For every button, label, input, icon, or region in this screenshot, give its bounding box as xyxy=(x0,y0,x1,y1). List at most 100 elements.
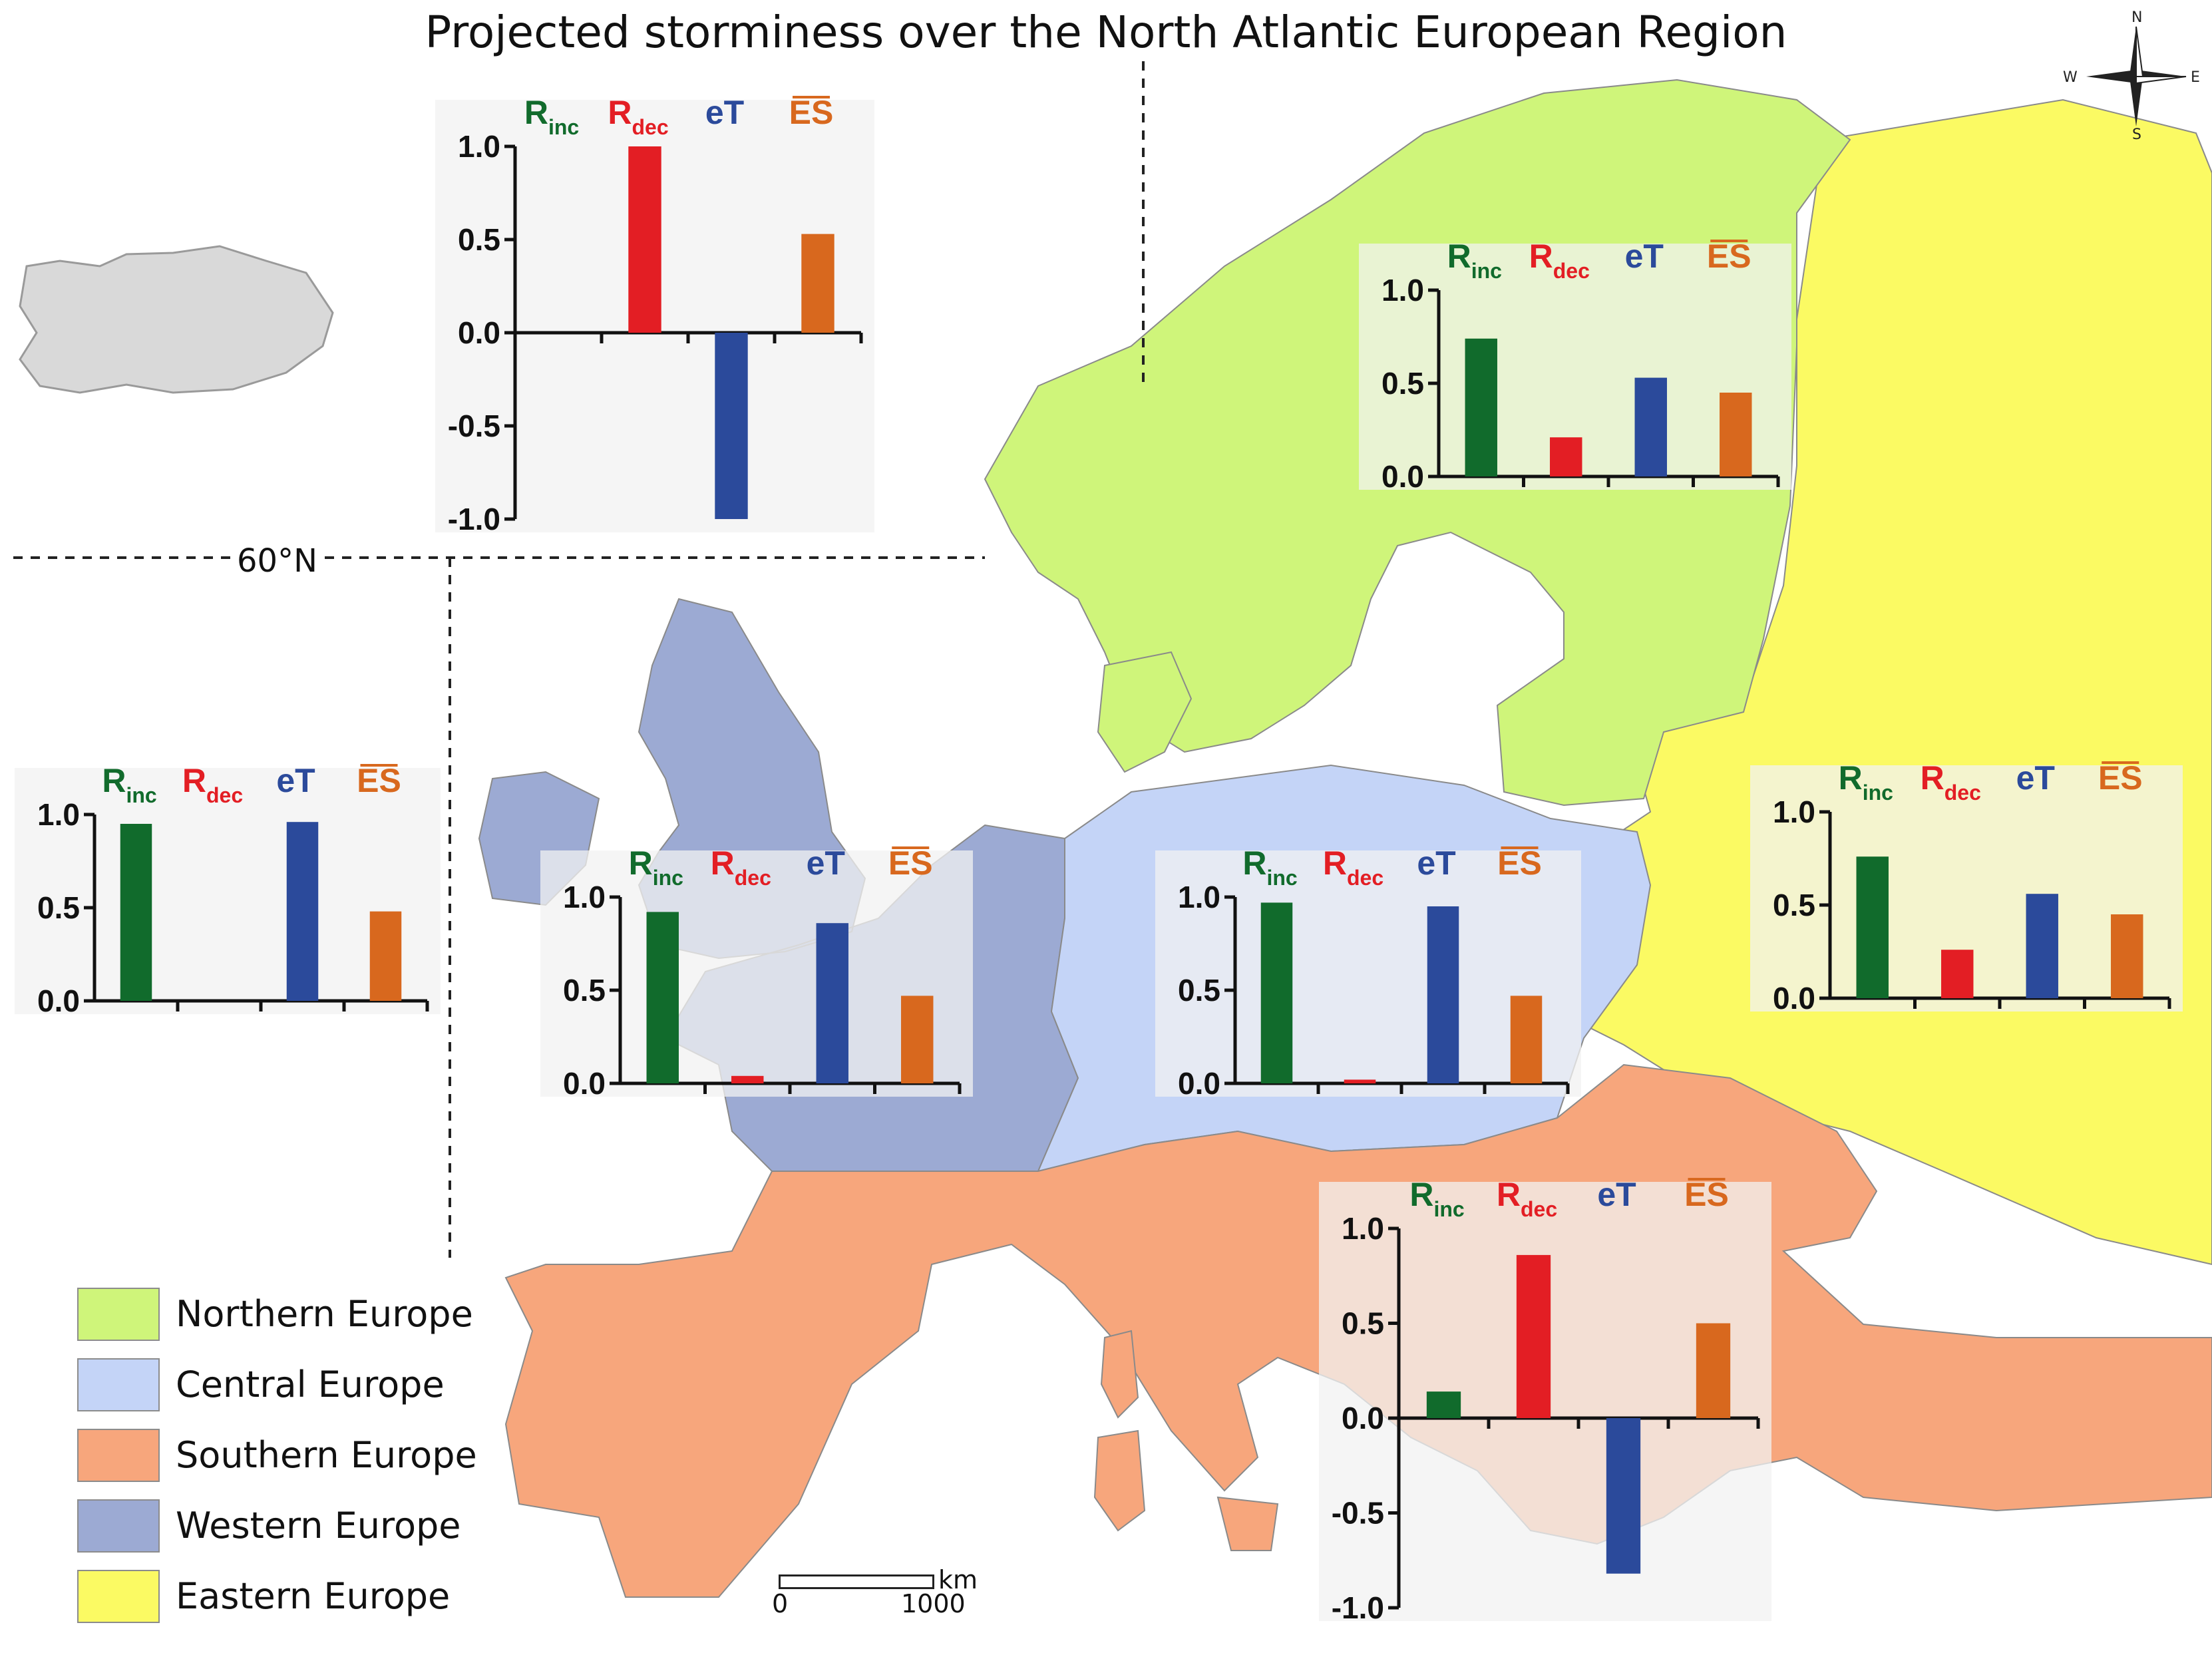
legend-swatch-western xyxy=(77,1499,160,1553)
bar-r_dec xyxy=(1941,950,1974,998)
bar-r_inc xyxy=(1465,338,1497,476)
header-label-eT: eT xyxy=(1417,844,1455,882)
bar-ES xyxy=(901,996,934,1083)
y-tick-label: 1.0 xyxy=(1178,880,1220,914)
bar-eT xyxy=(1634,377,1667,476)
y-tick-label: 0.0 xyxy=(1342,1401,1384,1435)
chart-background xyxy=(1155,850,1581,1097)
map-title: Projected storminess over the North Atla… xyxy=(425,7,1787,58)
legend-swatch-eastern xyxy=(77,1570,160,1623)
header-label-r_inc: Rinc xyxy=(524,94,579,139)
header-label-r_dec: Rdec xyxy=(182,762,243,807)
y-tick-label: 0.5 xyxy=(563,973,606,1008)
y-tick-label: 0.0 xyxy=(1178,1066,1220,1101)
chart-svg: 1.0 0.5 0.0 Rinc Rdec eT ES xyxy=(1359,238,1791,494)
chart-svg: 1.0 0.5 0.0 Rinc Rdec eT ES xyxy=(15,762,441,1018)
legend-label: Southern Europe xyxy=(176,1434,477,1476)
header-label-ES: ES xyxy=(2098,759,2143,797)
y-tick-label: 0.0 xyxy=(37,984,80,1018)
chart-svg: 1.0 0.5 0.0 Rinc Rdec eT ES xyxy=(540,844,973,1101)
y-tick-label: 0.0 xyxy=(1773,981,1815,1015)
y-tick-label: 0.5 xyxy=(1178,973,1220,1008)
header-label-eT: eT xyxy=(1597,1176,1636,1213)
bar-r_inc xyxy=(1426,1391,1461,1418)
sicily xyxy=(1216,1496,1279,1551)
legend-label: Western Europe xyxy=(176,1505,461,1547)
y-tick-label: -1.0 xyxy=(1332,1590,1384,1625)
header-label-eT: eT xyxy=(276,762,315,799)
bar-ES xyxy=(1510,996,1543,1083)
chart-northern-europe: 1.0 0.5 0.0 Rinc Rdec eT ES xyxy=(1359,238,1791,494)
chart-background xyxy=(540,850,973,1097)
y-tick-label: 1.0 xyxy=(37,797,80,832)
chart-north-atlantic: 1.0 0.5 0.0 -0.5 -1.0 Rinc Rdec eT ES xyxy=(435,94,874,536)
y-tick-label: 0.5 xyxy=(1342,1306,1384,1341)
chart-eastern-europe: 1.0 0.5 0.0 Rinc Rdec eT ES xyxy=(1750,759,2183,1015)
bar-r_inc xyxy=(1260,902,1293,1083)
bar-ES xyxy=(801,234,834,333)
chart-western-europe: 1.0 0.5 0.0 Rinc Rdec eT ES xyxy=(540,844,973,1101)
y-tick-label: 0.0 xyxy=(1382,459,1424,494)
bar-r_inc xyxy=(646,912,679,1083)
sardinia xyxy=(1093,1429,1146,1532)
bar-ES xyxy=(2111,914,2143,998)
header-label-r_inc: Rinc xyxy=(1409,1176,1464,1221)
compass-w: W xyxy=(2063,69,2078,86)
bar-eT xyxy=(715,333,748,519)
header-label-r_inc: Rinc xyxy=(1447,238,1502,283)
y-tick-label: 0.5 xyxy=(1773,888,1815,922)
y-tick-label: -0.5 xyxy=(1332,1496,1384,1531)
header-label-ES: ES xyxy=(357,762,401,799)
y-tick-label: 0.0 xyxy=(458,315,500,350)
latitude-60-label: 60°N xyxy=(232,542,323,580)
header-label-ES: ES xyxy=(1497,844,1542,882)
header-label-eT: eT xyxy=(705,94,744,131)
y-tick-label: -0.5 xyxy=(448,409,500,443)
legend-swatch-northern xyxy=(77,1288,160,1341)
header-label-ES: ES xyxy=(789,94,834,131)
header-label-eT: eT xyxy=(1625,238,1664,275)
header-label-r_dec: Rdec xyxy=(1323,844,1383,890)
bar-r_inc xyxy=(120,824,152,1001)
chart-central-europe: 1.0 0.5 0.0 Rinc Rdec eT ES xyxy=(1155,844,1581,1101)
y-tick-label: 0.0 xyxy=(563,1066,606,1101)
header-label-r_inc: Rinc xyxy=(1242,844,1297,890)
chart-svg: 1.0 0.5 0.0 -0.5 -1.0 Rinc Rdec eT ES xyxy=(1319,1176,1771,1625)
legend-swatch-southern xyxy=(77,1429,160,1482)
header-label-r_inc: Rinc xyxy=(1839,759,1893,805)
bar-eT xyxy=(816,923,848,1083)
y-tick-label: 0.5 xyxy=(37,890,80,925)
header-label-r_dec: Rdec xyxy=(1921,759,1981,805)
header-label-eT: eT xyxy=(807,844,845,882)
legend-label: Central Europe xyxy=(176,1364,445,1405)
bar-r_inc xyxy=(1856,856,1889,998)
bar-eT xyxy=(1427,906,1459,1083)
bar-r_dec xyxy=(1344,1079,1376,1083)
header-label-r_dec: Rdec xyxy=(608,94,668,139)
y-tick-label: 1.0 xyxy=(563,880,606,914)
header-label-r_dec: Rdec xyxy=(711,844,771,890)
bar-r_dec xyxy=(1550,437,1582,476)
compass-n: N xyxy=(2131,9,2143,26)
legend-swatch-central xyxy=(77,1358,160,1411)
y-tick-label: 0.5 xyxy=(458,222,500,257)
chart-western-europe-ocean: 1.0 0.5 0.0 Rinc Rdec eT ES xyxy=(15,762,441,1018)
compass-rose: N S W E xyxy=(2063,9,2200,143)
bar-eT xyxy=(1606,1418,1641,1574)
header-label-r_dec: Rdec xyxy=(1497,1176,1557,1221)
scale-bar-rect xyxy=(779,1574,934,1589)
scale-end: 1000 xyxy=(901,1589,966,1618)
compass-e: E xyxy=(2191,69,2200,86)
compass-s: S xyxy=(2132,126,2141,143)
bar-r_dec xyxy=(731,1075,764,1083)
y-tick-label: 1.0 xyxy=(1382,273,1424,307)
y-tick-label: 1.0 xyxy=(1342,1211,1384,1246)
header-label-r_inc: Rinc xyxy=(629,844,683,890)
bar-eT xyxy=(2026,894,2058,998)
header-label-ES: ES xyxy=(1684,1176,1729,1213)
corsica xyxy=(1100,1330,1139,1419)
scale-start: 0 xyxy=(772,1589,789,1618)
scale-unit: km xyxy=(938,1565,978,1594)
region-denmark xyxy=(1097,651,1193,773)
